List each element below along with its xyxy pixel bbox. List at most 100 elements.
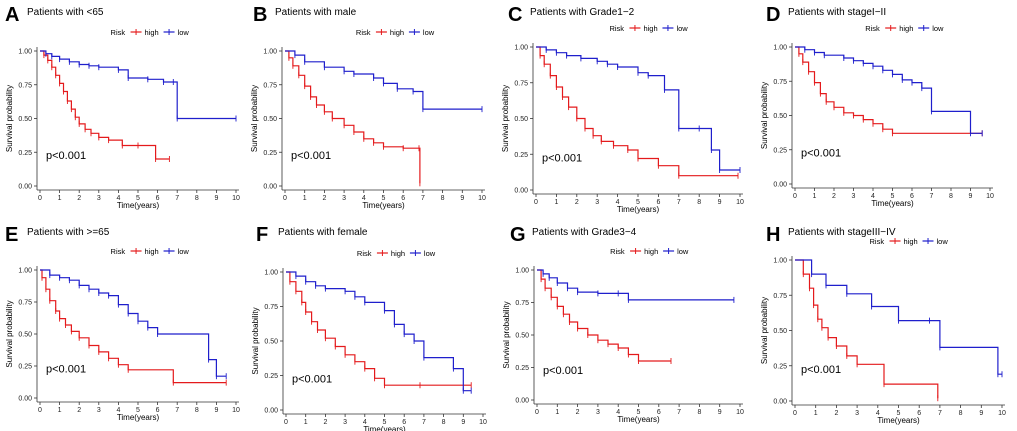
y-tick-label: 0.25 — [264, 373, 278, 380]
x-tick-label: 0 — [793, 193, 797, 200]
x-tick-label: 7 — [930, 193, 934, 200]
y-tick-label: 0.25 — [18, 364, 32, 371]
x-tick-label: 2 — [77, 407, 81, 414]
legend-label-high: high — [643, 24, 657, 33]
panel-title: Patients with stageIII−IV — [788, 227, 896, 238]
x-tick-label: 2 — [322, 195, 326, 202]
y-axis-label: Survival probability — [250, 85, 259, 152]
x-tick-label: 3 — [852, 193, 856, 200]
panel-letter: H — [766, 224, 780, 246]
p-value: p<0.001 — [542, 152, 582, 164]
x-tick-label: 10 — [478, 195, 486, 202]
km-panel-c: C Patients with Grade1−2 Risk high low 0.00 0.… — [501, 4, 744, 214]
x-tick-label: 3 — [596, 409, 600, 416]
legend-label-low: low — [178, 247, 190, 256]
panel-letter: G — [510, 224, 526, 246]
x-tick-label: 1 — [303, 195, 307, 202]
y-tick-label: 0.50 — [264, 339, 278, 346]
x-tick-label: 5 — [383, 419, 387, 426]
x-tick-label: 0 — [38, 195, 42, 202]
x-axis-label: Time(years) — [617, 415, 660, 424]
x-tick-label: 3 — [343, 419, 347, 426]
x-tick-label: 0 — [283, 195, 287, 202]
y-tick-label: 0.75 — [18, 300, 32, 307]
x-tick-label: 5 — [636, 199, 640, 206]
x-tick-label: 4 — [616, 409, 620, 416]
x-tick-label: 2 — [576, 409, 580, 416]
legend-label-high: high — [644, 247, 658, 256]
legend-label-low: low — [932, 24, 944, 33]
km-curve-high — [795, 259, 939, 399]
km-panel-g: G Patients with Grade3−4 Risk high low 0.00 0.… — [502, 224, 744, 424]
x-tick-label: 1 — [555, 409, 559, 416]
legend-title: Risk — [609, 24, 624, 33]
p-value: p<0.001 — [46, 150, 86, 162]
p-value: p<0.001 — [291, 150, 331, 162]
x-tick-label: 10 — [232, 195, 240, 202]
x-axis-label: Time(years) — [877, 416, 920, 425]
km-panel-a: A Patients with <65 Risk high low 0.00 0.25 0.5… — [5, 4, 240, 210]
km-panel-b: B Patients with male Risk high low 0.00 0.25 0.… — [250, 4, 486, 210]
x-tick-label: 10 — [232, 407, 240, 414]
y-axis-label: Survival probability — [5, 300, 14, 367]
panel-title: Patients with Grade3−4 — [532, 227, 637, 238]
panel-letter: C — [508, 4, 522, 26]
x-tick-label: 4 — [363, 419, 367, 426]
y-axis-label: Survival probability — [760, 297, 769, 364]
x-tick-label: 6 — [156, 407, 160, 414]
x-tick-label: 4 — [116, 407, 120, 414]
y-tick-label: 0.75 — [263, 82, 277, 89]
x-tick-label: 5 — [136, 195, 140, 202]
y-tick-label: 0.00 — [18, 184, 32, 191]
y-tick-label: 0.75 — [515, 300, 529, 307]
x-tick-label: 6 — [656, 199, 660, 206]
x-tick-label: 9 — [979, 410, 983, 417]
x-tick-label: 5 — [891, 193, 895, 200]
x-tick-label: 5 — [897, 410, 901, 417]
x-tick-label: 0 — [793, 410, 797, 417]
legend-label-low: low — [178, 28, 190, 37]
y-tick-label: 0.75 — [18, 82, 32, 89]
x-tick-label: 9 — [969, 193, 973, 200]
legend: Risk high low — [609, 24, 688, 33]
panel-letter: D — [766, 4, 780, 26]
x-tick-label: 0 — [535, 409, 539, 416]
x-axis-label: Time(years) — [617, 205, 660, 214]
legend-label-low: low — [676, 24, 688, 33]
y-tick-label: 0.25 — [263, 150, 277, 157]
y-tick-label: 0.50 — [773, 328, 787, 335]
x-tick-label: 4 — [116, 195, 120, 202]
x-tick-label: 10 — [998, 410, 1006, 417]
x-tick-label: 8 — [697, 199, 701, 206]
km-panel-f: F Patients with female Risk high low 0.00 0.25… — [251, 224, 487, 431]
x-tick-label: 2 — [77, 195, 81, 202]
x-axis-label: Time(years) — [363, 425, 406, 431]
x-tick-label: 3 — [97, 407, 101, 414]
y-tick-label: 0.50 — [18, 116, 32, 123]
x-tick-label: 7 — [421, 195, 425, 202]
x-tick-label: 10 — [736, 199, 744, 206]
x-tick-label: 2 — [832, 193, 836, 200]
x-tick-label: 0 — [38, 407, 42, 414]
legend: Risk high low — [111, 28, 190, 37]
x-tick-label: 8 — [959, 410, 963, 417]
x-tick-label: 7 — [175, 407, 179, 414]
x-tick-label: 0 — [534, 199, 538, 206]
x-tick-label: 5 — [136, 407, 140, 414]
legend-title: Risk — [610, 247, 625, 256]
y-tick-label: 1.00 — [514, 45, 528, 52]
x-tick-label: 3 — [855, 410, 859, 417]
y-tick-label: 0.25 — [18, 150, 32, 157]
y-tick-label: 0.25 — [514, 152, 528, 159]
legend-label-low: low — [424, 249, 436, 258]
p-value: p<0.001 — [543, 365, 583, 377]
legend-title: Risk — [865, 24, 880, 33]
km-curve-high — [537, 269, 671, 362]
y-tick-label: 0.00 — [773, 399, 787, 406]
legend-title: Risk — [356, 28, 371, 37]
y-tick-label: 1.00 — [18, 49, 32, 56]
x-tick-label: 6 — [657, 409, 661, 416]
x-tick-label: 8 — [442, 419, 446, 426]
panel-title: Patients with stageI−II — [788, 7, 886, 18]
legend: Risk high low — [870, 237, 949, 246]
